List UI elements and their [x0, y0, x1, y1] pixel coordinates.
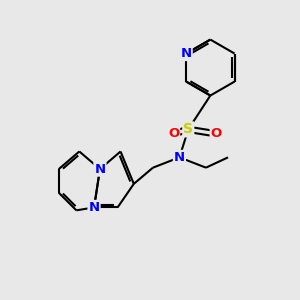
Text: O: O — [168, 127, 179, 140]
Text: N: N — [174, 151, 185, 164]
Text: N: N — [94, 163, 106, 176]
Text: N: N — [88, 201, 100, 214]
Text: S: S — [183, 122, 193, 136]
Text: N: N — [181, 47, 192, 60]
Text: O: O — [211, 127, 222, 140]
